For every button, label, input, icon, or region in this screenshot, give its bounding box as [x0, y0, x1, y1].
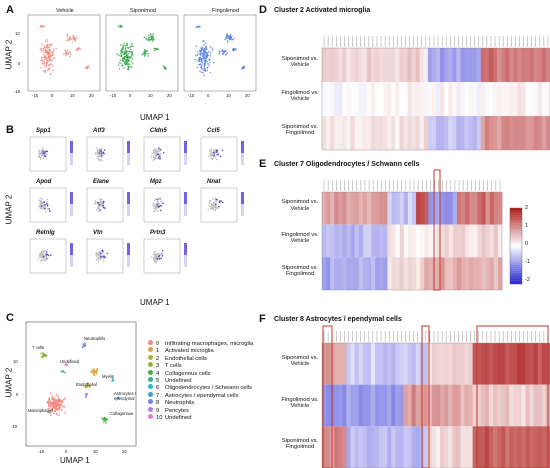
heatmap-row-label: Fingolimod vs. Vehicle	[281, 90, 319, 103]
panel-a-xtick: 20	[89, 93, 94, 98]
legend-entry: 7 Astrocytes / ependymal cells	[148, 391, 253, 399]
panel-c-ytick-0: 0	[16, 392, 19, 397]
panel-c-label: C	[6, 312, 14, 324]
heatmap-row-label: Siponimod vs. Fingolimod	[281, 264, 319, 277]
panel-b-feature-plots	[29, 136, 244, 274]
colorbar-tick: 2	[525, 205, 529, 211]
annot-t-cells: T cells	[32, 345, 45, 350]
colorbar-tick: -2	[525, 277, 530, 283]
panel-a-xtick: 0	[129, 93, 132, 98]
gene-label: Vtn	[93, 230, 103, 236]
annot-myelin: Myelin	[102, 374, 115, 379]
panel-c-xtick-20: 20	[122, 449, 127, 454]
heatmap-row-label: Fingolimod vs. Vehicle	[281, 232, 319, 245]
panel-a-xtick: 10	[148, 93, 153, 98]
panel-e-label: E	[259, 158, 267, 170]
heatmap-row-label: Siponimod vs. Vehicle	[281, 56, 319, 69]
panel-a-ytick-minus10: -10	[14, 89, 21, 94]
panel-c-xtick-0: 0	[65, 449, 68, 454]
legend-entry: 8 Neutrophils	[148, 399, 253, 406]
panel-f-title: Cluster 8 Astrocytes / ependymal cells	[274, 316, 402, 323]
gene-label: Atf3	[93, 128, 105, 134]
heatmap-row-label: Siponimod vs. Vehicle	[281, 199, 319, 212]
legend-entry: 5 Undefined	[148, 376, 253, 384]
panel-a-title-fingolimod: Fingolimod	[212, 8, 239, 14]
panel-c-xtick-10: 10	[93, 449, 98, 454]
gene-label: Prtn3	[150, 230, 166, 236]
panel-a-title-siponimod: Siponimod	[130, 8, 156, 14]
panel-b-label: B	[6, 124, 14, 136]
colorbar-tick: 1	[525, 223, 529, 229]
heatmap-row-label: Fingolimod vs. Vehicle	[281, 396, 319, 409]
panel-c-xtick-minus10: -10	[38, 449, 45, 454]
panel-d-title: Cluster 2 Activated microglia	[274, 7, 371, 14]
panel-c-ytick-minus10: -10	[11, 424, 18, 429]
panel-a-xtick: -10	[110, 93, 117, 98]
annot-endothelial: Endothelial	[76, 382, 97, 387]
annot-undefined: Undefined	[60, 359, 80, 364]
panel-a-ytick-0: 0	[18, 61, 21, 66]
gene-label: Cldn5	[150, 128, 167, 134]
annot-collagenous: Collagenous	[110, 411, 134, 416]
panel-c-legend: 0 Infiltrating macrophages, microglia 1 Act…	[148, 340, 253, 421]
annot-macrophages: Macrophages	[28, 408, 54, 413]
legend-entry: 2 Endothelial cells	[148, 354, 253, 362]
panel-c-xlabel: UMAP 1	[60, 456, 90, 465]
panel-a-ytick-10: 10	[15, 31, 20, 36]
annot-neutrophils: Neutrophils	[84, 336, 106, 341]
panel-a-xtick: 10	[226, 93, 231, 98]
gene-label: Mpz	[150, 179, 162, 185]
heatmap-row-label: Siponimod vs. Vehicle	[281, 354, 319, 368]
legend-entry: 0 Infiltrating macrophages, microglia	[148, 340, 253, 347]
heatmap-row-label: Siponimod vs. Fingolimod	[281, 124, 319, 137]
gene-label: Elane	[93, 179, 110, 185]
legend-entry: 10 Undefined	[148, 413, 253, 421]
legend-entry: 9 Pericytes	[148, 406, 253, 414]
annot-astrocytes: Astrocytes / ependymal	[114, 391, 136, 401]
gene-label: Retnlg	[36, 230, 55, 236]
gene-label: Spp1	[36, 128, 51, 134]
panel-c-ytick-10: 10	[13, 359, 18, 364]
panel-a-xtick: -10	[188, 93, 195, 98]
colorbar-tick: 0	[525, 241, 529, 247]
panel-a-title-vehicle: Vehicle	[56, 8, 74, 14]
panel-a-xlabel: UMAP 1	[140, 113, 170, 122]
colorbar-tick: -1	[525, 259, 530, 265]
heatmap-row-label: Siponimod vs. Fingolimod	[281, 438, 319, 451]
panel-e-title: Cluster 7 Oligodendrocytes / Schwann cel…	[274, 161, 420, 168]
panel-f-label: F	[259, 313, 266, 325]
panel-a-umap-plots	[27, 14, 257, 92]
panel-a-xtick: 10	[70, 93, 75, 98]
panel-a-xtick: 20	[167, 93, 172, 98]
panel-a-xtick: -10	[32, 93, 39, 98]
gene-label: Nnat	[207, 179, 221, 185]
panel-a-xtick: 20	[245, 93, 250, 98]
gene-label: Apod	[36, 179, 52, 185]
legend-entry: 1 Activated microglia	[148, 347, 253, 354]
panel-a-label: A	[6, 4, 14, 16]
legend-entry: 4 Collagenous cells	[148, 369, 253, 377]
panel-a-xtick: 0	[207, 93, 210, 98]
legend-entry: 6 Oligodendrocytes / Schwann cells	[148, 384, 253, 391]
panel-b-xlabel: UMAP 1	[140, 298, 170, 307]
panel-a-xtick: 0	[51, 93, 54, 98]
panel-c-umap-plot	[25, 321, 137, 447]
gene-label: Ccl5	[207, 128, 220, 134]
panel-d-label: D	[259, 4, 267, 16]
